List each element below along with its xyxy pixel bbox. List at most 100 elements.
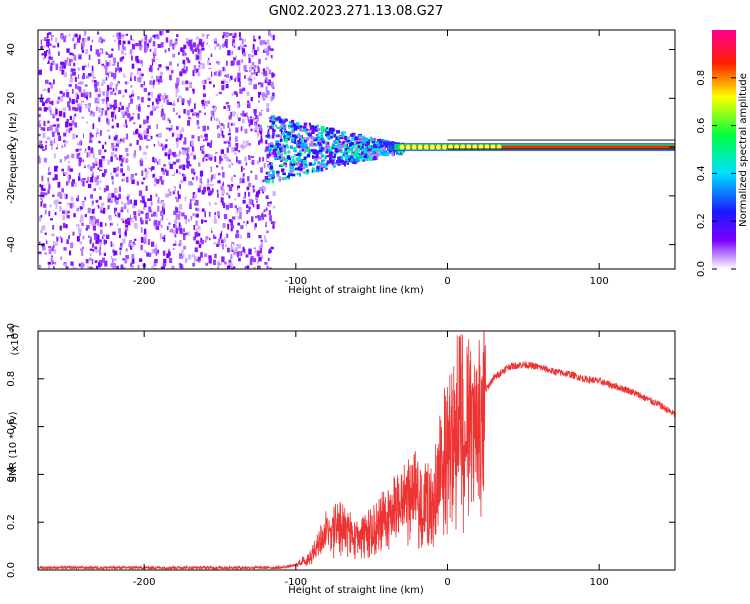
noise-cell xyxy=(166,225,169,231)
noise-cell xyxy=(147,105,150,108)
noise-cell xyxy=(204,112,206,116)
noise-cell xyxy=(155,57,158,62)
noise-cell xyxy=(211,110,213,116)
noise-cell xyxy=(220,185,224,191)
signal-cell xyxy=(298,134,303,139)
signal-cell xyxy=(372,142,377,146)
noise-cell xyxy=(203,106,206,110)
noise-cell xyxy=(256,209,260,216)
noise-cell xyxy=(194,247,198,252)
noise-cell xyxy=(222,134,225,138)
noise-cell xyxy=(202,144,205,149)
noise-cell xyxy=(270,221,274,225)
noise-cell xyxy=(150,135,153,140)
noise-cell xyxy=(229,203,233,209)
noise-cell xyxy=(169,74,172,81)
noise-cell xyxy=(168,109,172,112)
noise-cell xyxy=(252,117,256,120)
noise-cell xyxy=(118,39,122,45)
noise-cell xyxy=(171,228,174,233)
noise-cell xyxy=(147,92,150,98)
noise-cell xyxy=(249,42,253,47)
signal-cell xyxy=(312,151,316,154)
signal-cell xyxy=(306,128,309,131)
noise-cell xyxy=(109,104,113,108)
noise-cell xyxy=(40,94,43,100)
signal-cell xyxy=(299,129,303,132)
noise-cell xyxy=(257,250,261,257)
noise-cell xyxy=(181,68,183,73)
noise-cell xyxy=(132,131,135,135)
signal-cell xyxy=(361,148,364,152)
noise-cell xyxy=(64,157,66,162)
noise-cell xyxy=(236,251,239,258)
noise-cell xyxy=(101,202,105,207)
signal-cell xyxy=(291,139,295,142)
noise-cell xyxy=(149,110,154,116)
noise-cell xyxy=(200,226,203,232)
noise-cell xyxy=(76,236,80,242)
noise-cell xyxy=(130,85,133,88)
noise-cell xyxy=(118,213,121,217)
signal-cell xyxy=(345,155,350,159)
noise-cell xyxy=(191,258,194,262)
noise-cell xyxy=(144,168,147,173)
noise-cell xyxy=(80,262,84,269)
signal-cell xyxy=(269,166,274,170)
noise-cell xyxy=(115,127,118,133)
signal-cell xyxy=(314,157,318,162)
signal-cell xyxy=(267,179,271,184)
noise-cell xyxy=(58,241,61,247)
noise-cell xyxy=(260,114,264,120)
noise-cell xyxy=(119,234,121,238)
noise-cell xyxy=(145,213,149,220)
noise-cell xyxy=(67,62,69,67)
noise-cell xyxy=(241,59,244,63)
svg-text:(x104): (x104) xyxy=(8,324,21,355)
noise-cell xyxy=(200,237,203,243)
noise-cell xyxy=(248,58,251,63)
noise-cell xyxy=(186,109,190,116)
noise-cell xyxy=(222,171,225,178)
noise-cell xyxy=(173,151,177,158)
noise-cell xyxy=(207,71,212,77)
noise-cell xyxy=(105,68,108,75)
noise-cell xyxy=(107,196,111,203)
signal-cell xyxy=(346,143,349,148)
noise-cell xyxy=(227,184,230,187)
signal-cell xyxy=(330,135,333,139)
signal-cell xyxy=(298,159,303,162)
noise-cell xyxy=(38,215,42,222)
noise-cell xyxy=(231,40,234,47)
signal-cell xyxy=(311,136,316,139)
noise-cell xyxy=(255,227,259,231)
signal-cell xyxy=(276,173,280,177)
noise-cell xyxy=(164,49,167,53)
signal-cell xyxy=(280,123,285,127)
noise-cell xyxy=(105,96,109,102)
noise-cell xyxy=(127,40,131,45)
noise-cell xyxy=(141,170,144,177)
signal-cell xyxy=(373,144,378,148)
noise-cell xyxy=(94,212,97,217)
noise-cell xyxy=(222,43,225,48)
signal-cell xyxy=(286,145,289,149)
noise-cell xyxy=(103,223,105,227)
noise-cell xyxy=(198,60,201,65)
noise-cell xyxy=(151,241,155,247)
noise-cell xyxy=(119,138,123,142)
signal-cell xyxy=(266,178,271,181)
noise-cell xyxy=(233,93,235,97)
noise-cell xyxy=(181,80,185,85)
noise-cell xyxy=(168,102,172,105)
noise-cell xyxy=(87,176,89,181)
noise-cell xyxy=(60,237,63,243)
noise-cell xyxy=(197,225,201,230)
signal-cell xyxy=(293,125,297,129)
noise-cell xyxy=(193,236,196,241)
noise-cell xyxy=(151,213,153,217)
y-tick-label: 1.0 xyxy=(6,323,17,339)
signal-cell xyxy=(356,141,361,144)
noise-cell xyxy=(152,173,156,177)
noise-cell xyxy=(124,229,127,236)
